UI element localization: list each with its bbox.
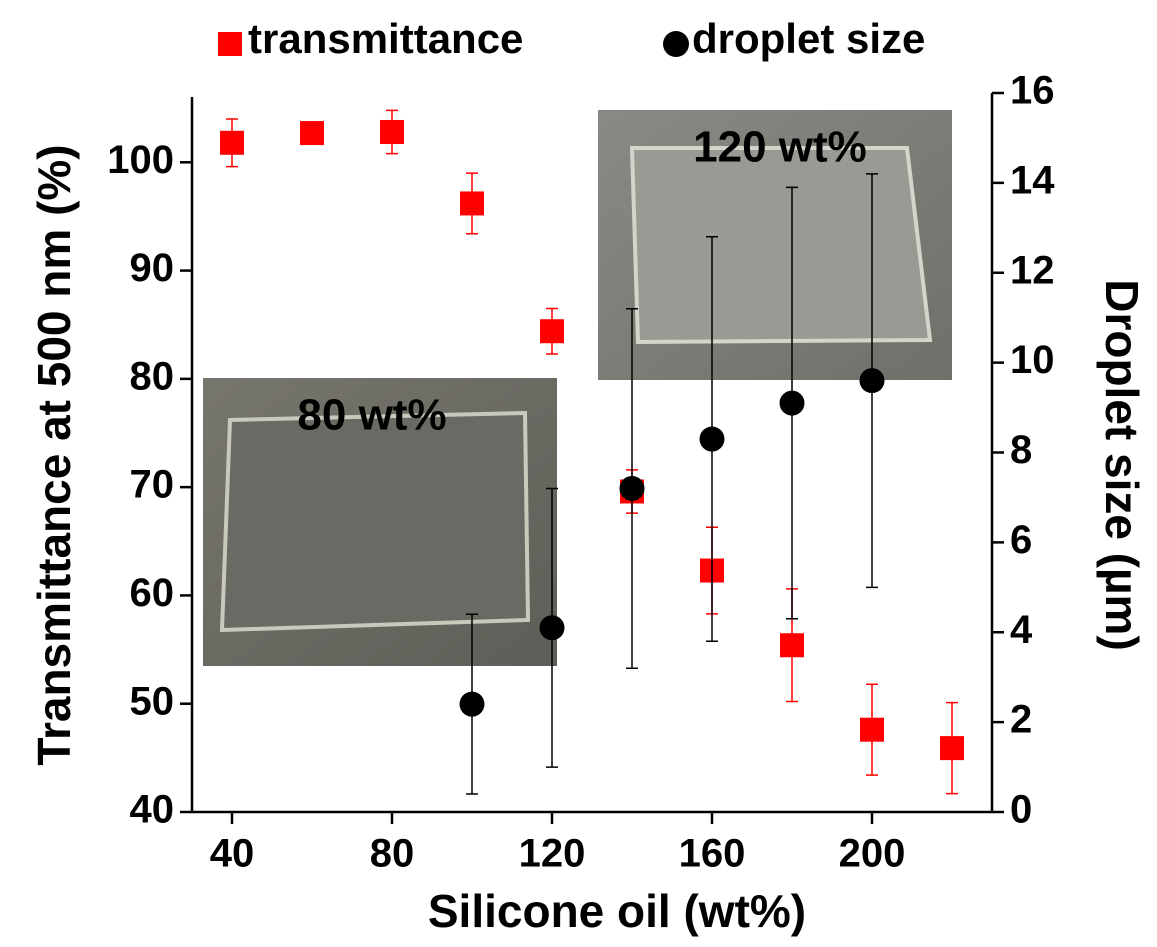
y-tick-label: 70 [130, 463, 175, 507]
marker [300, 121, 324, 145]
x-tick-label: 40 [210, 832, 255, 876]
marker [860, 718, 884, 742]
marker [540, 319, 564, 343]
marker [700, 427, 725, 452]
y-tick-label: 90 [130, 246, 175, 290]
x-axis-title: Silicone oil (wt%) [428, 885, 806, 937]
y-tick-label: 100 [107, 138, 174, 182]
chart: 80 wt% 120 wt% Silicone oil (wt%) Transm… [0, 0, 1157, 947]
inset-photo-80: 80 wt% [203, 378, 557, 666]
y2-tick-label: 16 [1010, 69, 1055, 113]
y-tick-label: 80 [130, 354, 175, 398]
y2-tick-label: 0 [1010, 788, 1032, 832]
y2-tick-label: 14 [1010, 158, 1055, 202]
inset-photo-120: 120 wt% [598, 110, 952, 380]
marker [620, 476, 645, 501]
y2-tick-label: 12 [1010, 248, 1055, 292]
y2-axis-title: Droplet size (µm) [1096, 279, 1148, 651]
marker [540, 615, 565, 640]
marker [940, 736, 964, 760]
legend-label: droplet size [692, 15, 925, 62]
y2-tick-label: 10 [1010, 338, 1055, 382]
x-tick-label: 80 [370, 832, 415, 876]
legend-label: transmittance [248, 15, 523, 62]
x-tick-label: 160 [679, 832, 746, 876]
x-tick-label: 200 [839, 832, 906, 876]
inset-label: 80 wt% [297, 391, 446, 440]
marker [460, 191, 484, 215]
marker [780, 391, 805, 416]
marker [220, 131, 244, 155]
y-axis-title: Transmittance at 500 nm (%) [28, 144, 80, 765]
legend-marker [663, 31, 689, 57]
y2-tick-label: 4 [1010, 608, 1033, 652]
y-tick-label: 40 [130, 788, 175, 832]
inset-label: 120 wt% [693, 123, 867, 172]
marker [460, 692, 485, 717]
y2-tick-label: 6 [1010, 518, 1032, 562]
x-tick-label: 120 [519, 832, 586, 876]
y2-tick-label: 2 [1010, 698, 1032, 742]
y-tick-label: 60 [130, 571, 175, 615]
legend-marker [218, 32, 242, 56]
y-tick-label: 50 [130, 679, 175, 723]
marker [380, 120, 404, 144]
marker [780, 633, 804, 657]
y2-tick-label: 8 [1010, 428, 1032, 472]
marker [860, 368, 885, 393]
